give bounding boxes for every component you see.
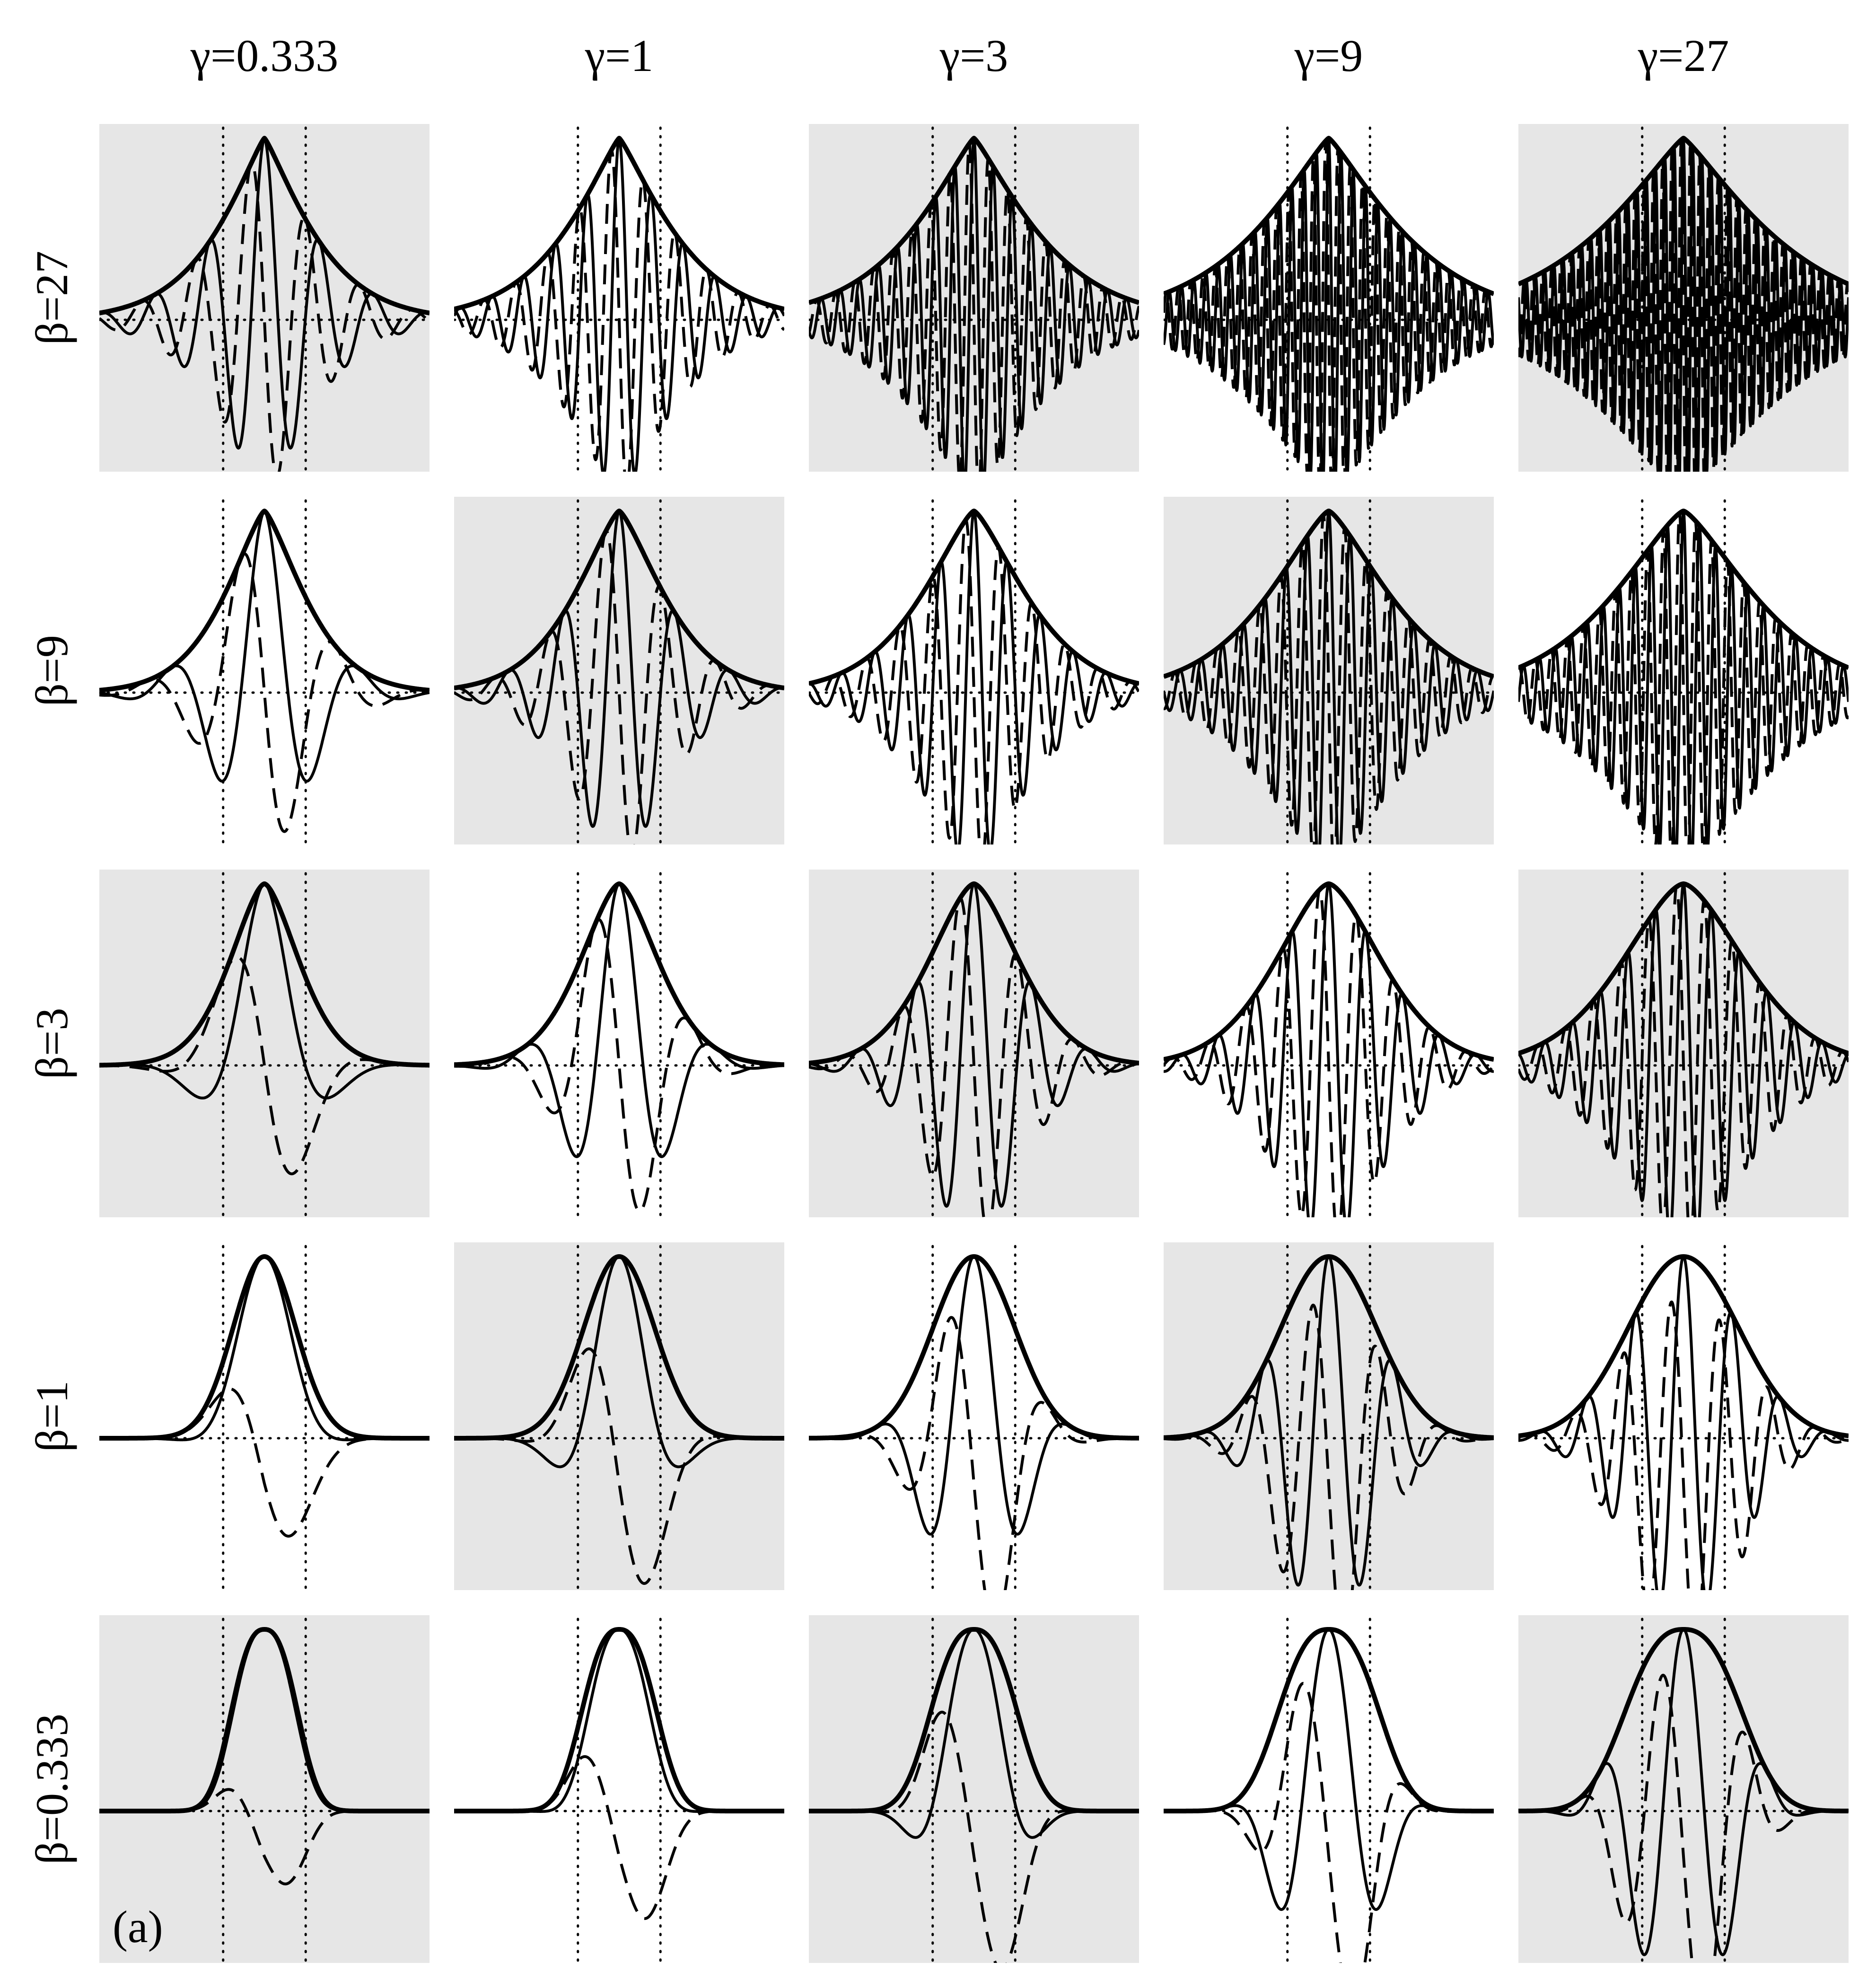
panel <box>99 1245 430 1590</box>
real-part-curve <box>99 510 430 783</box>
gamma-column-labels: γ=0.333 γ=1 γ=3 γ=9 γ=27 <box>190 30 1729 81</box>
panel <box>99 1615 430 1963</box>
envelope-curve <box>454 881 784 1067</box>
envelope-curve <box>99 509 430 693</box>
beta-label: β=9 <box>26 635 77 706</box>
imaginary-part-curve <box>1518 138 1849 472</box>
panel <box>809 124 1139 472</box>
gamma-label: γ=1 <box>585 30 654 81</box>
panel <box>1164 1618 1494 1963</box>
panel <box>1164 872 1494 1217</box>
envelope-curve <box>1164 509 1494 679</box>
envelope-curve <box>99 1254 430 1441</box>
panel <box>1164 1242 1494 1590</box>
real-part-curve <box>454 1628 784 1813</box>
real-part-curve <box>454 882 784 1158</box>
envelope-curve <box>809 509 1139 686</box>
gamma-label: γ=9 <box>1294 30 1363 81</box>
panel <box>809 1615 1139 1963</box>
panel <box>99 124 430 472</box>
envelope-curve <box>809 1254 1139 1441</box>
envelope-curve <box>99 1627 430 1813</box>
panel <box>1164 497 1494 844</box>
envelope-curve <box>454 136 784 312</box>
imaginary-part-curve <box>454 529 784 844</box>
panel <box>809 870 1139 1217</box>
panel-background <box>809 870 1139 1217</box>
envelope-curve <box>1518 509 1849 670</box>
imaginary-part-curve <box>99 1387 430 1538</box>
envelope-curve <box>1164 1254 1494 1440</box>
panel <box>99 499 430 844</box>
panel <box>1164 126 1494 472</box>
panel <box>99 870 430 1217</box>
beta-label: β=0.333 <box>26 1714 77 1865</box>
imaginary-part-curve <box>1164 1682 1494 1963</box>
envelope-curve <box>809 1627 1139 1813</box>
envelope-curve <box>1164 1627 1494 1813</box>
panel-background <box>1164 1242 1494 1590</box>
real-part-curve <box>99 1255 430 1442</box>
envelope-curve <box>809 136 1139 305</box>
imaginary-part-curve <box>454 149 784 472</box>
imaginary-part-curve <box>1518 1673 1849 1963</box>
imaginary-part-curve <box>454 1755 784 1920</box>
envelope-curve <box>809 881 1139 1066</box>
imaginary-part-curve <box>1518 885 1849 1217</box>
beta-label: β=1 <box>26 1381 77 1452</box>
beta-label: β=3 <box>26 1008 77 1079</box>
panel <box>1518 1245 1849 1590</box>
panel <box>454 126 784 472</box>
beta-row-labels: β=27 β=9 β=3 β=1 β=0.333 <box>26 251 77 1865</box>
real-part-curve <box>1164 1628 1494 1911</box>
imaginary-part-curve <box>809 1316 1139 1590</box>
envelope-curve <box>1518 881 1849 1056</box>
real-part-curve <box>1518 510 1849 844</box>
panel-background <box>99 1615 430 1963</box>
envelope-curve <box>454 509 784 691</box>
panel-background <box>99 870 430 1217</box>
panel <box>454 497 784 844</box>
imaginary-part-curve <box>1518 1300 1849 1590</box>
figure-tag: (a) <box>113 1901 163 1952</box>
envelope-curve <box>454 1254 784 1441</box>
panel <box>1518 499 1849 844</box>
panel-background <box>809 1615 1139 1963</box>
panel <box>1518 870 1849 1217</box>
panel-background <box>454 1242 784 1590</box>
imaginary-part-curve <box>1164 513 1494 844</box>
imaginary-part-curve <box>809 1710 1139 1963</box>
imaginary-part-curve <box>99 161 430 472</box>
panel <box>454 1618 784 1962</box>
imaginary-part-curve <box>809 897 1139 1217</box>
gamma-label: γ=0.333 <box>190 30 339 81</box>
panel <box>454 1242 784 1590</box>
beta-label: β=27 <box>26 251 77 345</box>
imaginary-part-curve <box>1164 141 1494 472</box>
envelope-curve <box>99 136 430 316</box>
gamma-label: γ=3 <box>939 30 1008 81</box>
envelope-curve <box>1518 1627 1849 1813</box>
panel-background <box>1518 1615 1849 1963</box>
panel <box>1518 1615 1849 1963</box>
panel <box>809 499 1139 844</box>
panel-grid <box>99 124 1849 1963</box>
panel <box>1518 124 1849 472</box>
envelope-curve <box>99 881 430 1068</box>
envelope-curve <box>1164 136 1494 296</box>
panel <box>809 1245 1139 1590</box>
envelope-curve <box>454 1627 784 1813</box>
panel <box>454 872 784 1217</box>
envelope-curve <box>1518 136 1849 286</box>
gamma-label: γ=27 <box>1638 30 1729 81</box>
envelope-curve <box>1164 881 1494 1062</box>
envelope-curve <box>1518 1254 1849 1438</box>
imaginary-part-curve <box>1164 888 1494 1217</box>
